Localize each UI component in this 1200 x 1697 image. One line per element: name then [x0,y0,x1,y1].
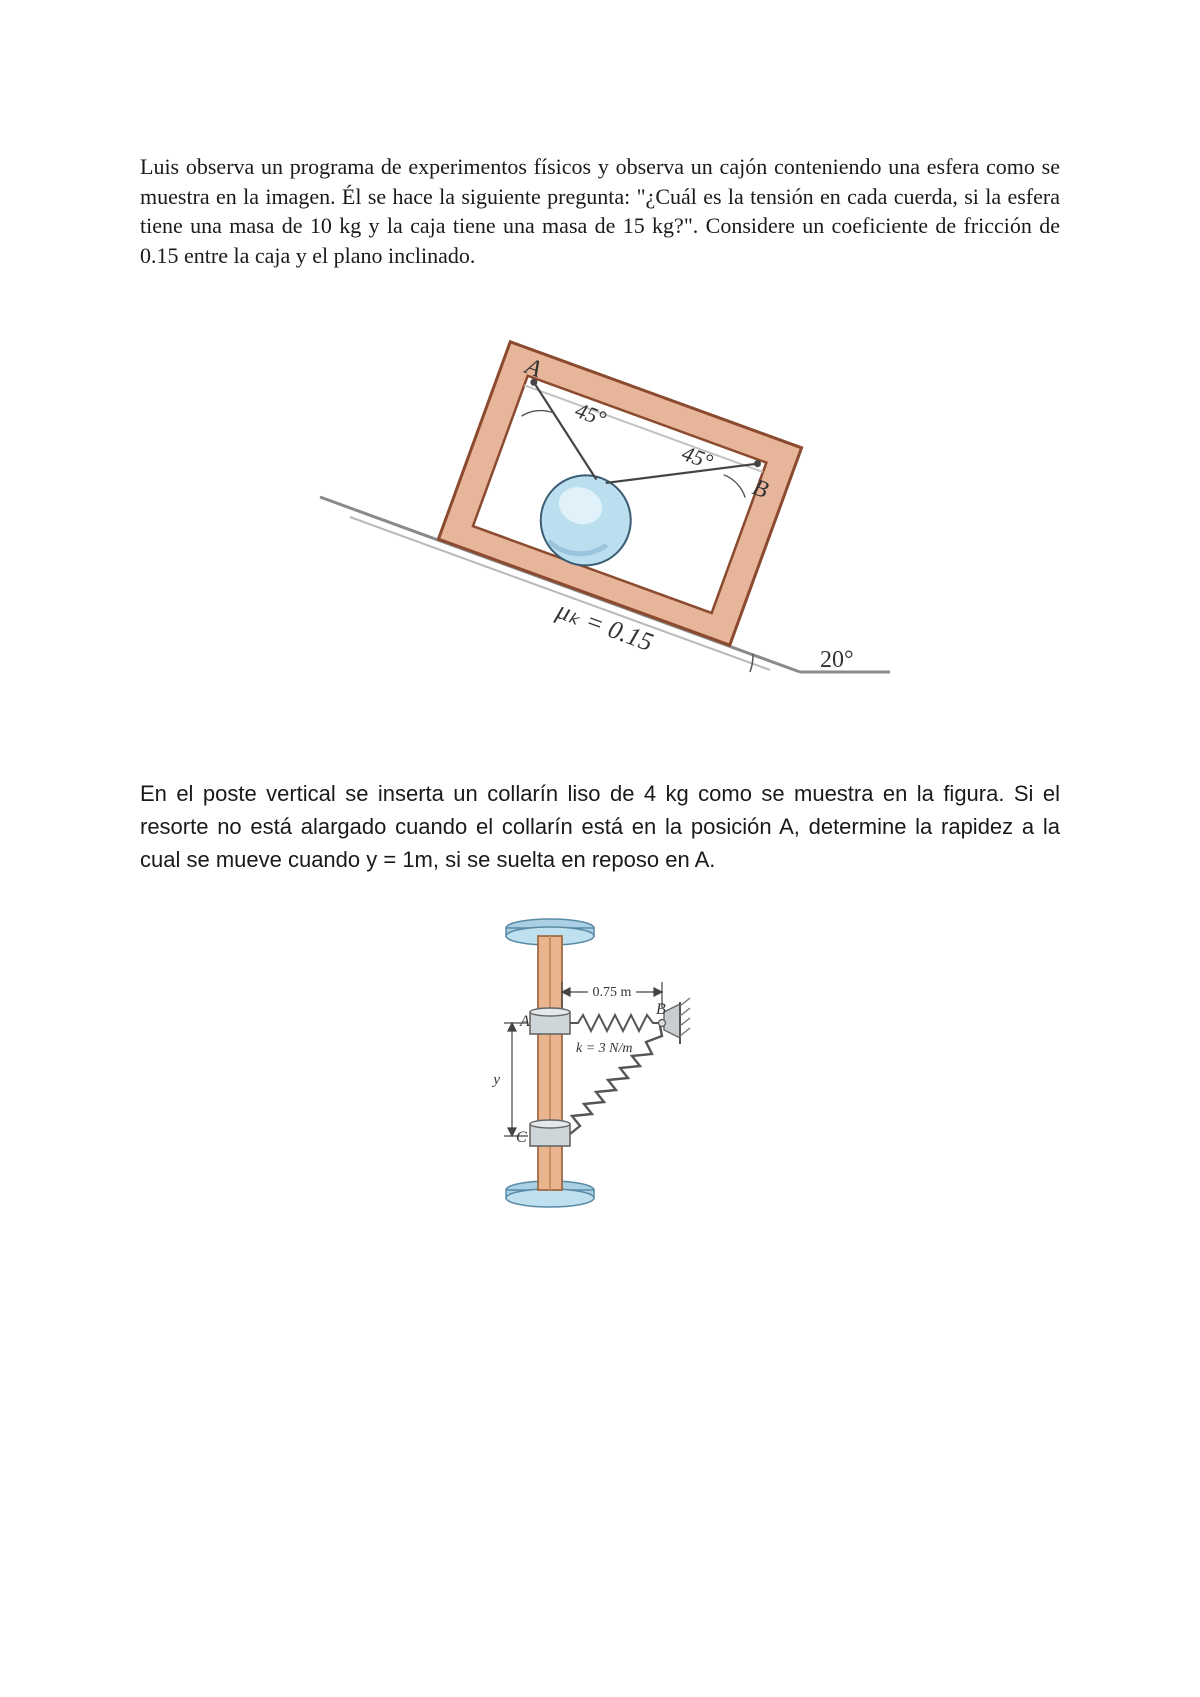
problem2-figure: 0.75 m y A B C k = 3 N/m [140,904,1060,1224]
label-C2: C [516,1129,527,1146]
problem1-figure: A B 45° 45° μₖ = 0.15 20° [140,307,1060,737]
dim-y [504,1023,528,1136]
incline-angle-label: 20° [820,647,854,673]
label-A2: A [519,1013,530,1030]
spring-AB [570,1015,660,1031]
support-B [664,998,690,1044]
spring-collar-diagram: 0.75 m y A B C k = 3 N/m [450,904,750,1224]
page: Luis observa un programa de experimentos… [0,0,1200,1697]
label-B2: B [656,1001,666,1018]
problem2-text: En el poste vertical se inserta un colla… [140,777,1060,876]
inclined-box-diagram: A B 45° 45° μₖ = 0.15 20° [290,307,910,737]
pin-B [659,1019,666,1026]
dim-horizontal-label: 0.75 m [593,985,632,1000]
box: A B 45° 45° [438,342,801,645]
collar-C [530,1120,570,1146]
dim-y-label: y [491,1072,500,1088]
collar-A [530,1008,570,1034]
spring-k-label: k = 3 N/m [576,1041,633,1056]
problem1-text: Luis observa un programa de experimentos… [140,152,1060,271]
